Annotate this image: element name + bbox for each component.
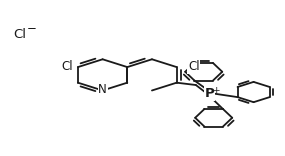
Text: +: + — [212, 86, 219, 95]
Text: −: − — [27, 22, 37, 35]
Text: P: P — [205, 87, 214, 100]
Text: Cl: Cl — [13, 28, 26, 41]
Text: Cl: Cl — [61, 60, 73, 73]
Text: Cl: Cl — [188, 60, 200, 73]
Text: N: N — [98, 83, 107, 96]
